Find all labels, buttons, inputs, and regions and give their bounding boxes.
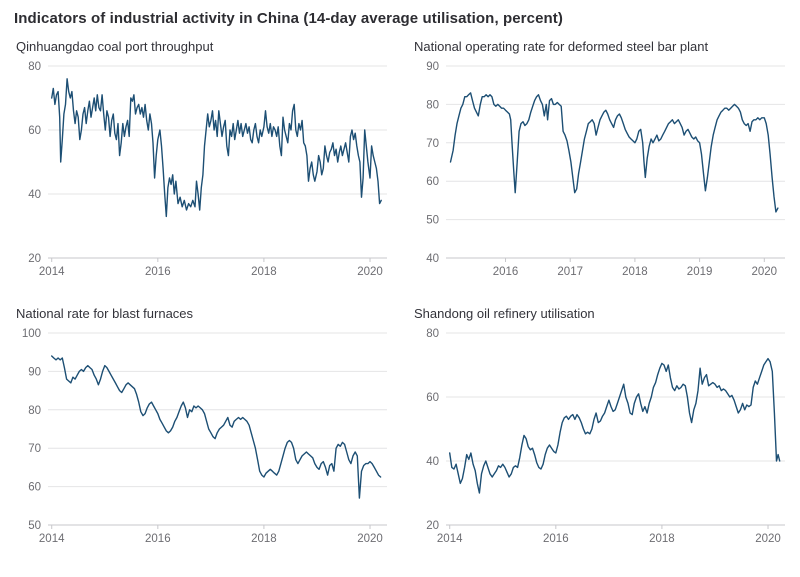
x-tick-label: 2014 [39,533,65,545]
x-tick-label: 2018 [251,533,277,545]
chart-title-oil-refinery: Shandong oil refinery utilisation [414,306,595,321]
panel-blast-furnaces: National rate for blast furnaces 50 60 70 8… [14,306,396,551]
x-tick-label: 2018 [622,266,648,278]
y-tick-label: 90 [426,61,439,73]
y-tick-label: 80 [28,405,41,417]
series-line [449,357,781,494]
oil-refinery-chart: 20 40 60 80 2014 2016 2018 2020 [426,328,785,545]
y-tick-label: 100 [22,328,41,340]
y-tick-label: 80 [426,99,439,111]
y-tick-label: 70 [28,443,41,455]
coal-port-chart: 20 40 60 80 2014 2016 2018 2020 [28,61,387,278]
y-tick-label: 20 [28,253,41,265]
x-tick-label: 2018 [649,533,675,545]
y-tick-label: 50 [426,215,439,227]
y-tick-label: 60 [28,125,41,137]
x-tick-label: 2018 [251,266,277,278]
y-tick-label: 50 [28,520,41,532]
y-tick-label: 60 [426,176,439,188]
page-title: Indicators of industrial activity in Chi… [14,10,563,27]
blast-furnaces-chart: 50 60 70 80 90 100 2014 2016 2018 2020 [22,328,387,545]
panel-coal-port-throughput: Qinhuangdao coal port throughput 20 40 60 8… [14,39,396,284]
x-tick-label: 2016 [543,533,569,545]
x-tick-label: 2014 [39,266,65,278]
chart-title-coal-port: Qinhuangdao coal port throughput [16,39,214,54]
x-tick-label: 2016 [493,266,519,278]
x-tick-label: 2014 [437,533,463,545]
y-tick-label: 40 [426,456,439,468]
series-line [51,355,382,499]
y-tick-label: 90 [28,366,41,378]
x-tick-label: 2020 [752,266,778,278]
x-tick-label: 2016 [145,533,171,545]
x-tick-label: 2020 [357,533,383,545]
charts-grid: Qinhuangdao coal port throughput 20 40 60 8… [14,39,786,551]
x-tick-label: 2020 [357,266,383,278]
x-tick-label: 2016 [145,266,171,278]
x-tick-label: 2017 [557,266,583,278]
y-tick-label: 40 [426,253,439,265]
chart-title-steel-bar: National operating rate for deformed ste… [414,39,709,54]
y-tick-label: 60 [426,392,439,404]
x-tick-label: 2020 [755,533,781,545]
panel-steel-bar-plant: National operating rate for deformed ste… [412,39,794,284]
panel-oil-refinery: Shandong oil refinery utilisation 20 40 60… [412,306,794,551]
series-line [51,78,382,218]
y-tick-label: 40 [28,189,41,201]
y-tick-label: 70 [426,138,439,150]
series-line [449,92,779,213]
y-tick-label: 80 [426,328,439,340]
y-tick-label: 80 [28,61,41,73]
x-tick-label: 2019 [687,266,713,278]
y-tick-label: 60 [28,482,41,494]
y-tick-label: 20 [426,520,439,532]
chart-title-blast-furnaces: National rate for blast furnaces [16,306,194,321]
steel-bar-chart: 40 50 60 70 80 90 2016 2017 2018 2019 2020 [426,61,785,278]
